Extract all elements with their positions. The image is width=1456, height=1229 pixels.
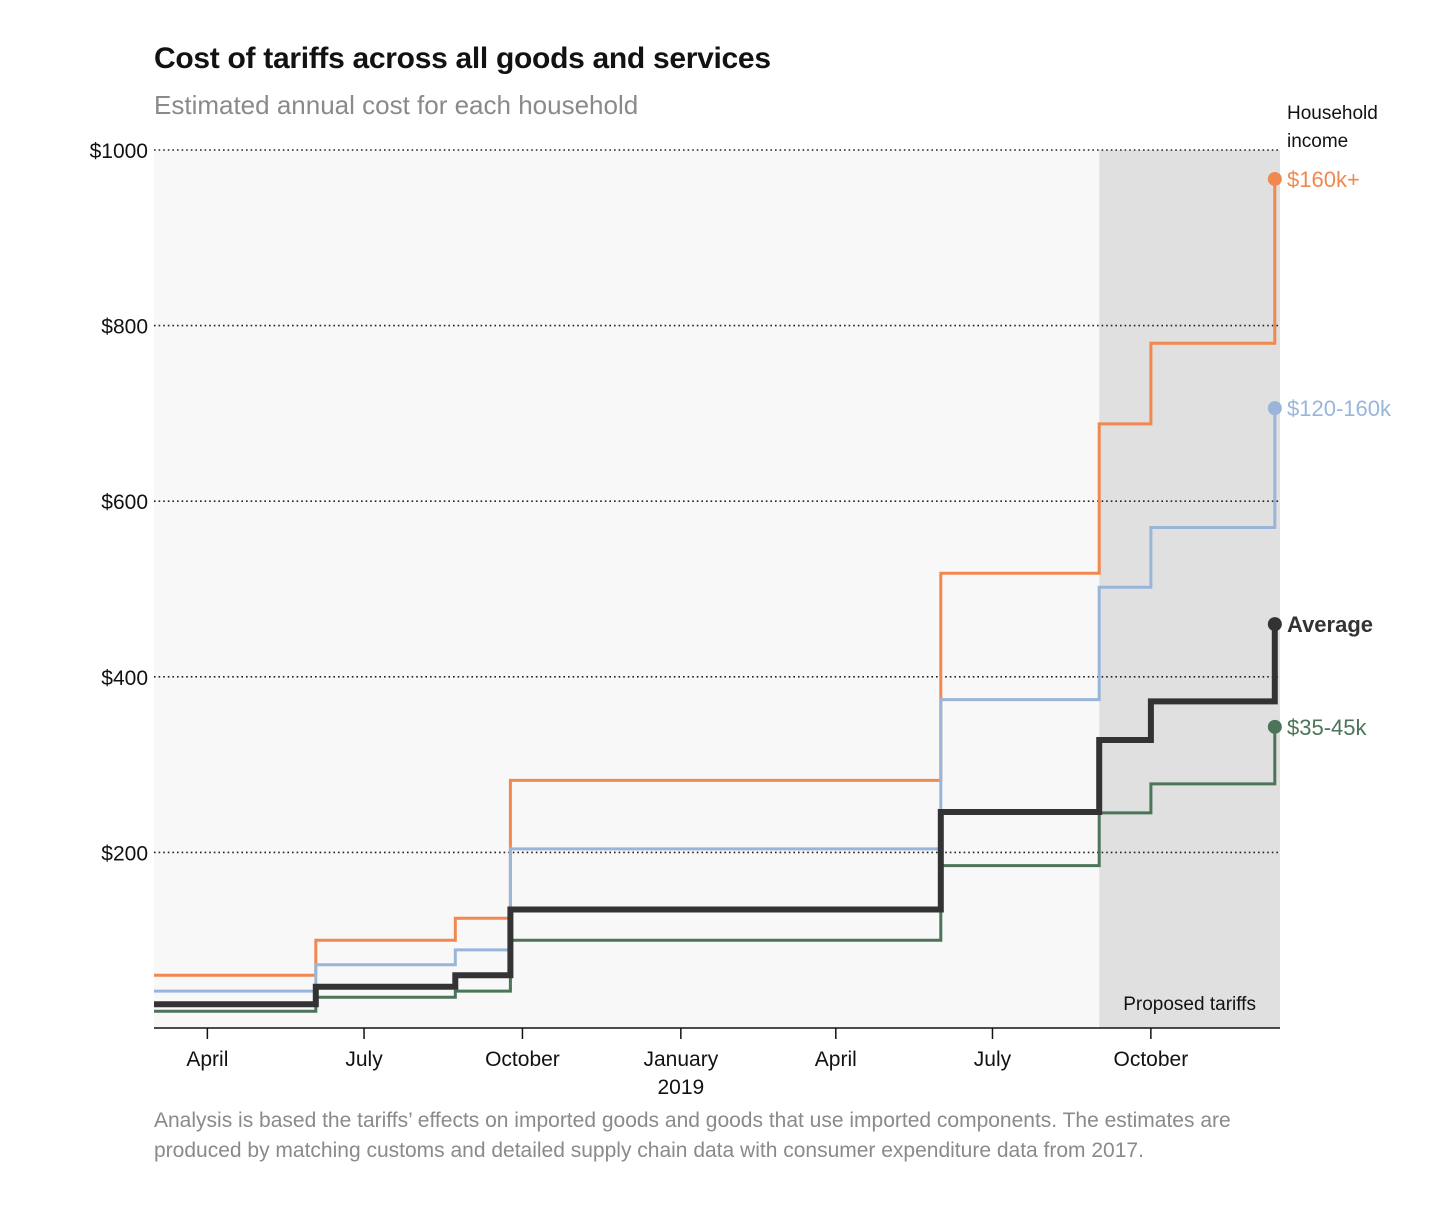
y-tick-label: $600 <box>101 491 148 514</box>
proposed-tariffs-label: Proposed tariffs <box>1123 994 1256 1015</box>
series-line-35-45k <box>154 726 1277 1013</box>
y-tick-label: $400 <box>101 667 148 690</box>
series-endpoint-120-160k <box>1267 401 1282 416</box>
x-tick-label: January <box>643 1048 718 1071</box>
x-tick-sublabel: 2019 <box>657 1076 704 1099</box>
x-tick-label: April <box>186 1048 228 1071</box>
chart-note: Analysis is based the tariffs’ effects o… <box>154 1109 1231 1162</box>
series-label-160k: $160k+ <box>1287 167 1360 192</box>
series-lines <box>154 171 1282 1013</box>
series-labels: $160k+ $120-160k $35-45k Average <box>1287 167 1392 740</box>
plot-background <box>154 150 1280 1028</box>
y-tick-label: $1000 <box>90 140 148 163</box>
series-label-average: Average <box>1287 612 1373 637</box>
series-endpoint-average <box>1267 617 1282 632</box>
series-label-120-160k: $120-160k <box>1287 396 1392 421</box>
proposed-tariffs-shade <box>1099 150 1280 1028</box>
x-tick-label: July <box>974 1048 1012 1071</box>
y-tick-label: $200 <box>101 842 148 865</box>
series-endpoint-35-45k <box>1267 719 1282 734</box>
y-axis: $200 $400 $600 $800 $1000 <box>90 140 148 865</box>
legend-title: Household income <box>1287 103 1378 152</box>
x-tick-label: April <box>815 1048 857 1071</box>
chart-subtitle: Estimated annual cost for each household <box>154 90 639 120</box>
x-axis: April July October January 2019 April July Octo… <box>154 1027 1280 1099</box>
series-endpoint-160k <box>1267 171 1282 186</box>
x-tick-label: October <box>485 1048 560 1071</box>
tariff-cost-chart: Proposed tariffs $200 $400 $600 $800 $1000 A… <box>90 140 1392 1099</box>
x-tick-label: October <box>1114 1048 1189 1071</box>
x-tick-label: July <box>345 1048 383 1071</box>
series-label-35-45k: $35-45k <box>1287 715 1368 740</box>
chart-title: Cost of tariffs across all goods and ser… <box>154 42 771 75</box>
y-tick-label: $800 <box>101 316 148 339</box>
proposed-tariffs-region: Proposed tariffs <box>1099 150 1280 1028</box>
series-line-average <box>154 624 1278 1008</box>
